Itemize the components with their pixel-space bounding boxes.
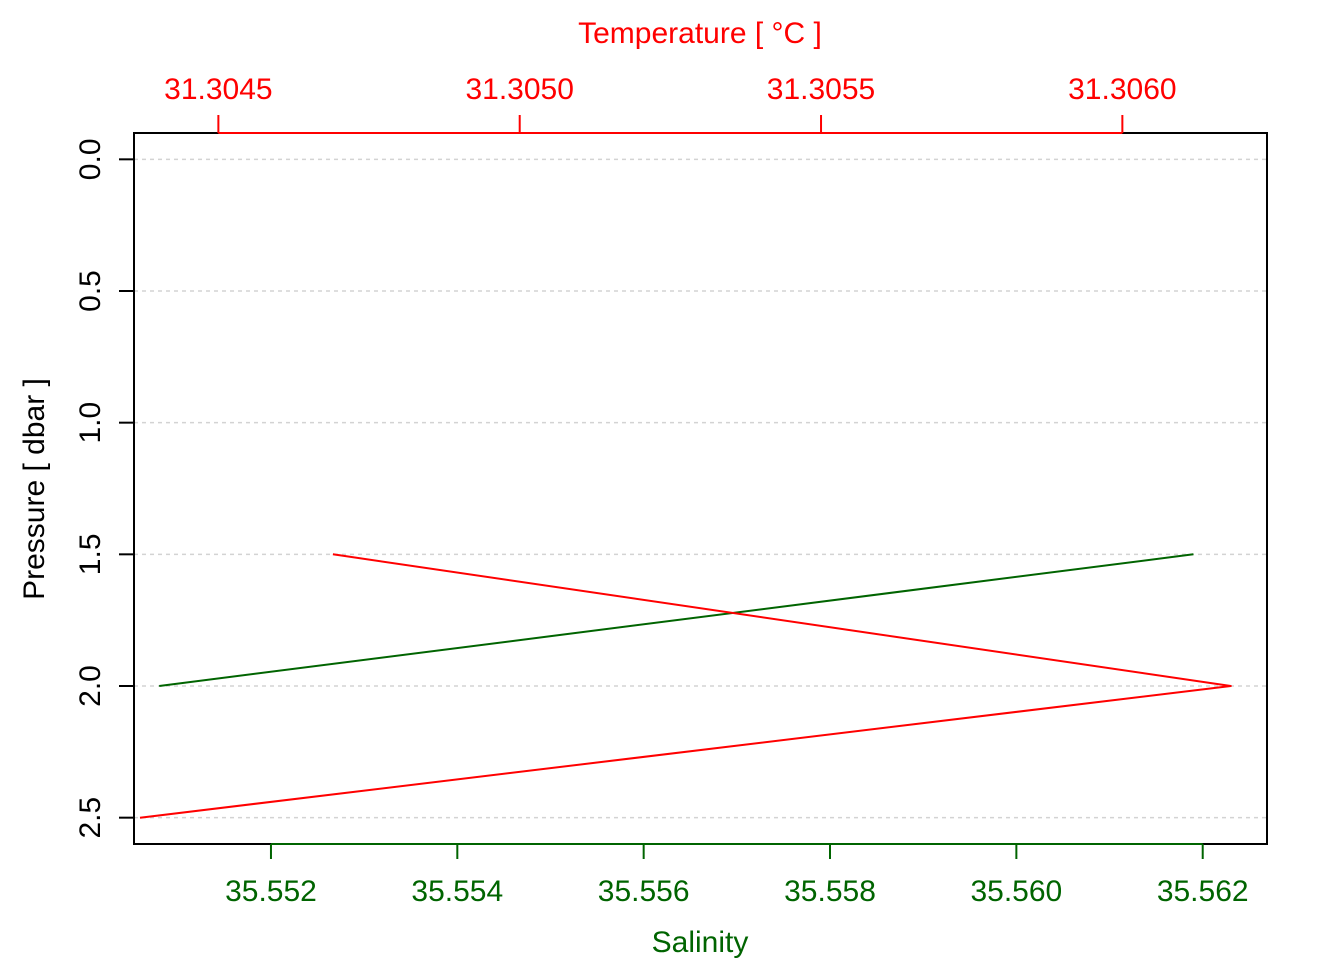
pressure-tick-label: 1.0 [74, 402, 107, 444]
salinity-tick-label: 35.554 [411, 875, 503, 908]
pressure-tick-label: 2.5 [74, 797, 107, 839]
salinity-tick-label: 35.560 [970, 875, 1062, 908]
pressure-axis-title: Pressure [ dbar ] [18, 378, 51, 600]
pressure-tick-label: 2.0 [74, 665, 107, 707]
salinity-tick-label: 35.562 [1157, 875, 1249, 908]
salinity-tick-label: 35.552 [225, 875, 317, 908]
pressure-tick-label: 0.5 [74, 270, 107, 312]
salinity-axis: 35.552 35.554 35.556 35.558 35.560 35.562 [225, 843, 1249, 908]
salinity-axis-title: Salinity [652, 926, 749, 959]
grid-lines [134, 158, 1267, 819]
pressure-tick-label: 1.5 [74, 533, 107, 575]
series-lines [139, 553, 1232, 819]
temperature-tick-label: 31.3045 [164, 73, 272, 106]
temperature-tick-label: 31.3050 [465, 73, 573, 106]
temperature-profile-line [139, 553, 1232, 819]
plot-frame [133, 132, 1268, 845]
salinity-tick-label: 35.558 [784, 875, 876, 908]
temperature-axis-title: Temperature [ °C ] [578, 17, 822, 50]
pressure-tick-label: 0.0 [74, 138, 107, 180]
temperature-tick-label: 31.3060 [1068, 73, 1176, 106]
pressure-axis: 0.0 0.5 1.0 1.5 2.0 2.5 [74, 138, 135, 839]
salinity-tick-label: 35.556 [598, 875, 690, 908]
salinity-profile-line [159, 553, 1194, 687]
temperature-tick-label: 31.3055 [767, 73, 875, 106]
temperature-axis: 31.3045 31.3050 31.3055 31.3060 [164, 73, 1177, 134]
